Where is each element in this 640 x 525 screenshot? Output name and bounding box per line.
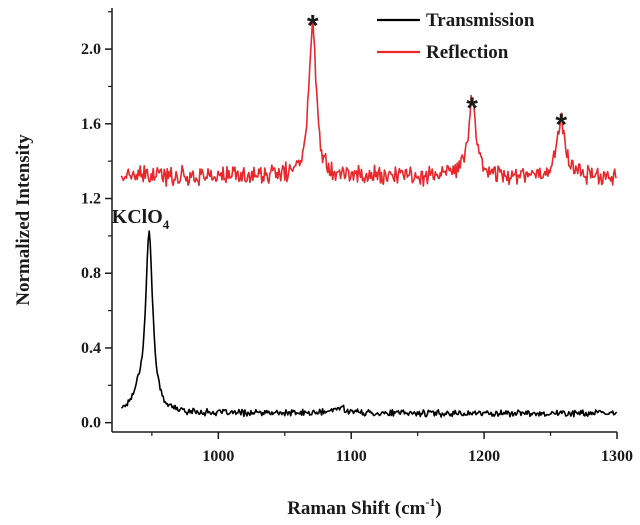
series-line-reflection [120,15,617,187]
legend: Transmission Reflection [377,10,535,63]
y-axis-title: Normalized Intensity [13,134,34,306]
axes-layer: 0.0 0.4 0.8 1.2 1.6 2.0 1000 1100 1200 1300 Raman … [13,8,633,519]
x-tick-label: 1200 [468,448,500,465]
legend-label-transmission: Transmission [426,10,535,31]
legend-label-reflection: Reflection [426,42,509,63]
y-tick-label: 1.6 [81,116,101,133]
x-axis-title-superscript: -1 [425,495,435,509]
y-tick-label: 2.0 [81,41,101,58]
y-tick-label: 0.0 [81,415,101,432]
x-axis-title: Raman Shift (cm-1) [287,495,442,519]
peak-star-marker: * [307,10,319,43]
series-layer [120,15,618,418]
x-tick-label: 1100 [336,448,367,465]
annotation-layer: KClO4 * * * [112,10,568,232]
x-axis-title-close: ) [435,498,441,519]
kclo4-label-subscript: 4 [163,217,170,232]
peak-star-marker: * [466,92,478,125]
kclo4-label: KClO4 [112,206,170,232]
x-tick-label: 1300 [601,448,633,465]
y-tick-label: 0.4 [81,340,101,357]
series-line-transmission [121,230,618,418]
peak-star-marker: * [555,109,567,142]
x-tick-label: 1000 [202,448,234,465]
y-tick-label: 1.2 [81,191,101,208]
y-tick-label: 0.8 [81,265,101,282]
